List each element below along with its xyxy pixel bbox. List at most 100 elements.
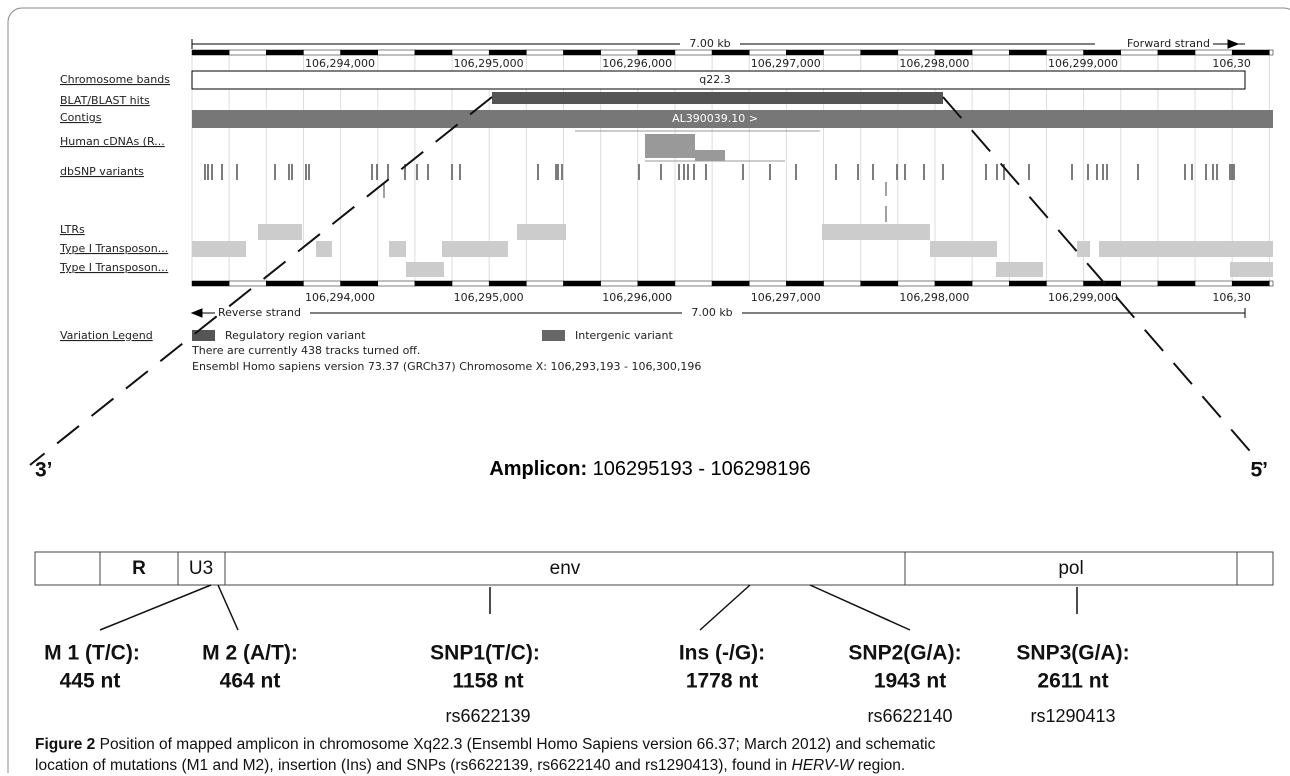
- mutation-name: SNP2(G/A):: [848, 642, 961, 665]
- ruler-seg: [1157, 49, 1196, 56]
- ruler-seg: [1194, 49, 1233, 56]
- mutation-name: SNP1(T/C):: [430, 642, 540, 665]
- caption-label: Figure 2: [35, 736, 96, 753]
- strand-label: Reverse strand: [218, 306, 301, 319]
- ruler-seg: [1157, 280, 1196, 287]
- ruler-seg: [711, 280, 750, 287]
- legend-entry: Intergenic variant: [575, 329, 673, 342]
- contig-label: AL390039.10 >: [672, 112, 758, 125]
- ruler-seg: [1194, 280, 1233, 287]
- ruler-seg: [1120, 49, 1159, 56]
- ruler-seg: [786, 49, 824, 56]
- coordinate: 106,297,000: [751, 291, 821, 304]
- amplicon-range: 106295193 - 106298196: [593, 458, 811, 480]
- mutation-position: 2611 nt: [1037, 670, 1108, 693]
- frame: [7, 7, 1290, 773]
- mutation-position: 464 nt: [220, 670, 281, 693]
- coordinate: 106,30: [1212, 291, 1251, 304]
- ruler-seg: [228, 49, 267, 56]
- ruler-seg: [1269, 280, 1274, 287]
- ruler-seg: [377, 280, 416, 287]
- cdna: [695, 150, 725, 161]
- caption: Figure 2 Position of mapped amplicon in …: [35, 734, 935, 776]
- mutation-rsid: rs6622140: [867, 706, 952, 726]
- ruler-seg: [674, 280, 713, 287]
- scale-label: 7.00 kb: [691, 306, 732, 319]
- caption-gene: HERV-W: [791, 757, 854, 774]
- coordinate: 106,296,000: [602, 57, 672, 70]
- track-label: Chromosome bands: [60, 73, 170, 86]
- ruler-seg: [563, 280, 601, 287]
- cdna: [645, 134, 695, 158]
- ruler-seg: [971, 49, 1010, 56]
- contig-bar: [192, 110, 1273, 128]
- scale-gap: [1095, 38, 1213, 50]
- dividers: [99, 552, 1238, 585]
- coordinate: 106,294,000: [305, 57, 375, 70]
- ruler-seg: [526, 49, 564, 56]
- ruler-seg: [451, 49, 490, 56]
- band-box: [191, 70, 1246, 90]
- ruler-seg: [1120, 280, 1159, 287]
- ruler-seg: [414, 49, 453, 56]
- note: There are currently 438 tracks turned of…: [191, 344, 420, 357]
- ruler-seg: [897, 49, 936, 56]
- ruler-seg: [228, 280, 267, 287]
- pointers: [99, 584, 1078, 631]
- coordinate: 106,298,000: [899, 57, 969, 70]
- ruler-seg: [934, 280, 973, 287]
- ruler-seg: [563, 49, 601, 56]
- ruler-seg: [191, 280, 230, 287]
- ruler-seg: [303, 280, 341, 287]
- ruler-seg: [1046, 49, 1084, 56]
- segment-label: U3: [189, 558, 213, 579]
- mutation-name: M 2 (A/T):: [202, 642, 298, 665]
- blat-hit: [492, 92, 943, 104]
- mutation-position: 1158 nt: [452, 670, 523, 693]
- mutation-position: 1778 nt: [686, 670, 758, 693]
- track-label: BLAT/BLAST hits: [60, 94, 150, 107]
- amplicon-label: Amplicon:: [489, 458, 587, 480]
- ruler-seg: [1009, 280, 1047, 287]
- ruler-seg: [266, 49, 304, 56]
- mutation-rsid: rs6622139: [445, 706, 530, 726]
- caption-text: region.: [853, 757, 906, 774]
- ruler-seg: [414, 280, 453, 287]
- note: Ensembl Homo sapiens version 73.37 (GRCh…: [192, 360, 701, 373]
- coordinate: 106,296,000: [602, 291, 672, 304]
- ruler-seg: [526, 280, 564, 287]
- ruler-seg: [488, 49, 527, 56]
- caption-text: Position of mapped amplicon in chromosom…: [95, 736, 936, 753]
- mutation-name: Ins (-/G):: [679, 642, 765, 665]
- end-label: 5’: [1250, 459, 1268, 482]
- amplicon-title: Amplicon: 106295193 - 106298196: [489, 458, 810, 480]
- track-label: LTRs: [60, 223, 85, 236]
- track-label: Type I Transposon...: [59, 242, 168, 255]
- mutation-position: 1943 nt: [874, 670, 946, 693]
- track-label: Type I Transposon...: [59, 261, 168, 274]
- segment-label: R: [132, 558, 146, 579]
- repeat-boxes: [192, 224, 1273, 277]
- scale-gap: [682, 307, 742, 319]
- zoom-line: [942, 96, 1263, 466]
- segment-label: pol: [1058, 558, 1083, 579]
- ruler-seg: [1083, 49, 1121, 56]
- end-label: 3’: [35, 459, 53, 482]
- mutation-name: M 1 (T/C):: [44, 642, 140, 665]
- mutation-name: SNP3(G/A):: [1016, 642, 1129, 665]
- coordinate: 106,299,000: [1048, 57, 1118, 70]
- ruler-seg: [637, 280, 676, 287]
- ruler-seg: [860, 280, 899, 287]
- coordinates: 106,294,000 106,295,000 106,296,000 106,297…: [305, 291, 1251, 304]
- arrow: [1213, 39, 1245, 49]
- ruler-seg: [600, 49, 639, 56]
- snp-track: [204, 164, 1235, 222]
- coordinate: 106,295,000: [454, 291, 524, 304]
- track-label: Human cDNAs (R...: [60, 135, 165, 148]
- coordinate: 106,294,000: [305, 291, 375, 304]
- track-label: dbSNP variants: [60, 165, 144, 178]
- ruler-seg: [266, 280, 304, 287]
- ruler-seg: [1046, 280, 1084, 287]
- coordinates: 106,294,000 106,295,000 106,296,000 106,297…: [305, 57, 1251, 70]
